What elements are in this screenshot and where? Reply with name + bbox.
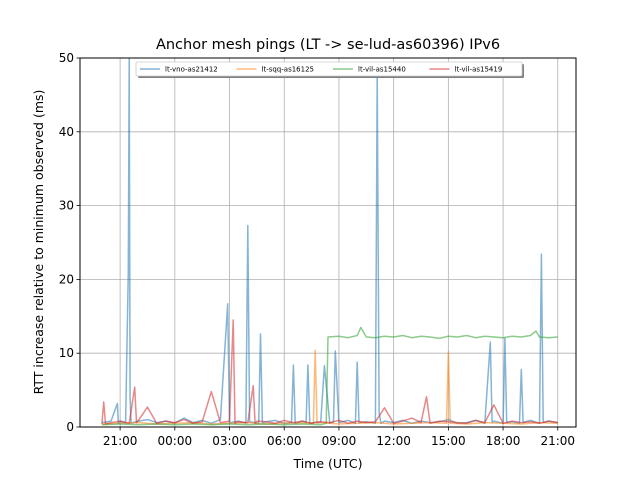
legend-label: lt-vno-as21412	[165, 66, 218, 74]
x-tick-label: 21:00	[540, 434, 575, 448]
y-tick-label: 20	[59, 272, 74, 286]
x-tick-label: 18:00	[486, 434, 521, 448]
legend: lt-vno-as21412 lt-sqq-as16125 lt-vil-as154…	[135, 61, 524, 78]
x-tick-label: 12:00	[376, 434, 411, 448]
y-tick-label: 50	[59, 51, 74, 65]
x-tick-label: 09:00	[322, 434, 357, 448]
legend-box	[135, 61, 523, 77]
x-tick-label: 06:00	[267, 434, 302, 448]
chart-title: Anchor mesh pings (LT -> se-lud-as60396)…	[156, 37, 500, 53]
y-axis-label: RTT increase relative to minimum observe…	[31, 90, 46, 395]
y-tick-label: 40	[59, 125, 74, 139]
y-tick-label: 10	[59, 346, 74, 360]
x-tick-label: 15:00	[431, 434, 466, 448]
axes: 0 10 20 30 40 50 21:00 00:00 03:00 06:00 09:00 12:0…	[59, 51, 575, 448]
series-line-lt-vil-as15440	[101, 326, 558, 426]
legend-label: lt-vil-as15440	[358, 66, 406, 74]
legend-label: lt-sqq-as16125	[262, 66, 314, 74]
x-tick-label: 03:00	[212, 434, 247, 448]
series-line-lt-vil-as15419	[101, 319, 558, 425]
x-axis-label: Time (UTC)	[292, 456, 362, 471]
x-tick-label: 00:00	[158, 434, 193, 448]
plot-frame	[79, 57, 577, 428]
series-layer	[101, 58, 558, 426]
y-tick-label: 0	[66, 420, 74, 434]
y-tick-label: 30	[59, 199, 74, 213]
legend-label: lt-vil-as15419	[455, 66, 503, 74]
x-tick-label: 21:00	[103, 434, 138, 448]
